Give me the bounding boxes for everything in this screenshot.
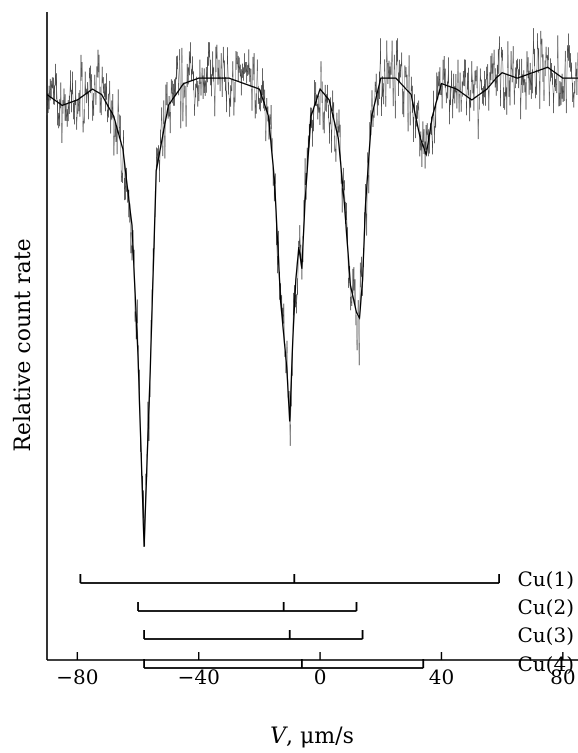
x-axis-label: V, μm/s: [270, 724, 354, 749]
error-bars: [46, 28, 578, 547]
site-marker-1: Cu(1): [79, 567, 574, 591]
x-tick-label: −40: [178, 665, 220, 689]
plot-frame: [46, 12, 578, 661]
x-tick-label: −80: [56, 665, 98, 689]
site-label: Cu(1): [517, 567, 574, 591]
x-axis: −80 −40 0 40 80: [56, 652, 576, 689]
data-layer: [46, 28, 578, 547]
site-label: Cu(2): [517, 595, 574, 619]
x-axis-variable: V: [270, 724, 288, 749]
x-tick-label: 80: [550, 665, 575, 689]
fit-curve: [46, 66, 578, 547]
site-marker-2: Cu(2): [137, 595, 574, 619]
site-marker-3: Cu(3): [143, 623, 574, 647]
x-tick-label: 0: [314, 665, 327, 689]
y-axis-label: Relative count rate: [11, 238, 36, 451]
x-axis-unit: , μm/s: [286, 724, 354, 749]
site-label: Cu(3): [517, 623, 574, 647]
site-marker-4: Cu(4): [143, 652, 574, 676]
site-label: Cu(4): [517, 652, 574, 676]
x-tick-label: 40: [429, 665, 454, 689]
site-markers: Cu(1) Cu(2) Cu(3) Cu(4): [79, 567, 574, 676]
